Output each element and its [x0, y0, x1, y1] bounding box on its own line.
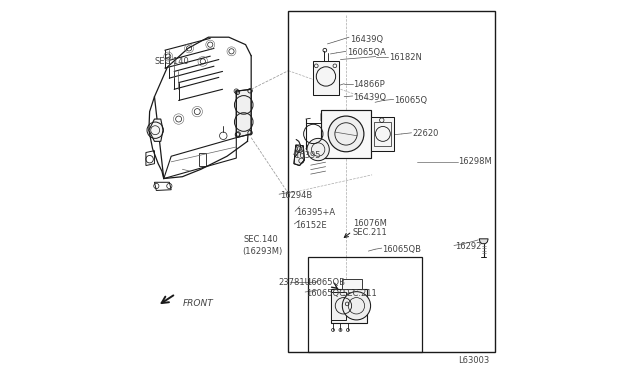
Circle shape	[307, 138, 330, 161]
Text: 14866P: 14866P	[353, 80, 385, 89]
Text: FRONT: FRONT	[182, 299, 213, 308]
Bar	[308, 257, 422, 352]
Text: 16065Q: 16065Q	[394, 96, 428, 105]
Bar	[312, 61, 339, 95]
Circle shape	[328, 116, 364, 152]
Text: 16152E: 16152E	[295, 221, 326, 230]
Text: 16298M: 16298M	[458, 157, 492, 166]
Text: SEC.140: SEC.140	[244, 235, 278, 244]
Polygon shape	[236, 89, 251, 138]
Text: 16065QA: 16065QA	[347, 48, 386, 57]
Polygon shape	[294, 145, 305, 166]
Text: L63003: L63003	[458, 356, 490, 365]
Circle shape	[342, 292, 371, 320]
Text: (16293M): (16293M)	[243, 247, 283, 256]
Bar	[199, 153, 206, 166]
Polygon shape	[321, 113, 326, 121]
Bar	[321, 110, 371, 158]
Bar	[289, 11, 495, 352]
Bar	[342, 279, 362, 289]
Text: 22620: 22620	[412, 129, 438, 138]
Text: 16076M: 16076M	[353, 219, 387, 228]
Text: 16292: 16292	[454, 242, 481, 251]
Text: 16439Q: 16439Q	[349, 35, 383, 44]
Text: SEC.140: SEC.140	[154, 57, 189, 66]
Polygon shape	[149, 119, 163, 141]
Bar	[332, 292, 346, 320]
Bar	[371, 117, 394, 151]
Text: 16395: 16395	[294, 151, 321, 160]
Circle shape	[296, 145, 303, 153]
Text: 23781U: 23781U	[278, 278, 311, 287]
Text: 16439Q: 16439Q	[353, 93, 387, 102]
Text: 16065QB: 16065QB	[383, 245, 422, 254]
Text: 16395+A: 16395+A	[296, 208, 335, 217]
Text: 16294B: 16294B	[280, 191, 312, 200]
Bar	[332, 289, 367, 323]
Bar	[374, 122, 392, 146]
Text: 16065QB: 16065QB	[306, 278, 345, 287]
Text: 16182N: 16182N	[389, 53, 422, 62]
Text: SEC.211: SEC.211	[342, 289, 377, 298]
Polygon shape	[479, 239, 488, 244]
Text: SEC.211: SEC.211	[353, 228, 387, 237]
Text: 16065QC: 16065QC	[306, 289, 345, 298]
